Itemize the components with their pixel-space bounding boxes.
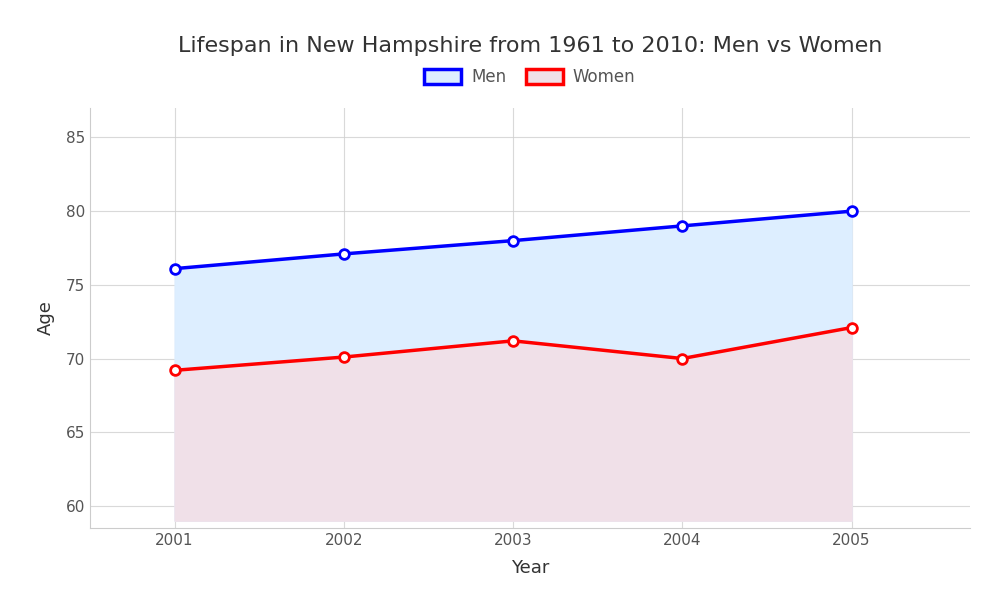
Legend: Men, Women: Men, Women xyxy=(418,62,642,93)
X-axis label: Year: Year xyxy=(511,559,549,577)
Y-axis label: Age: Age xyxy=(37,301,55,335)
Title: Lifespan in New Hampshire from 1961 to 2010: Men vs Women: Lifespan in New Hampshire from 1961 to 2… xyxy=(178,37,882,56)
